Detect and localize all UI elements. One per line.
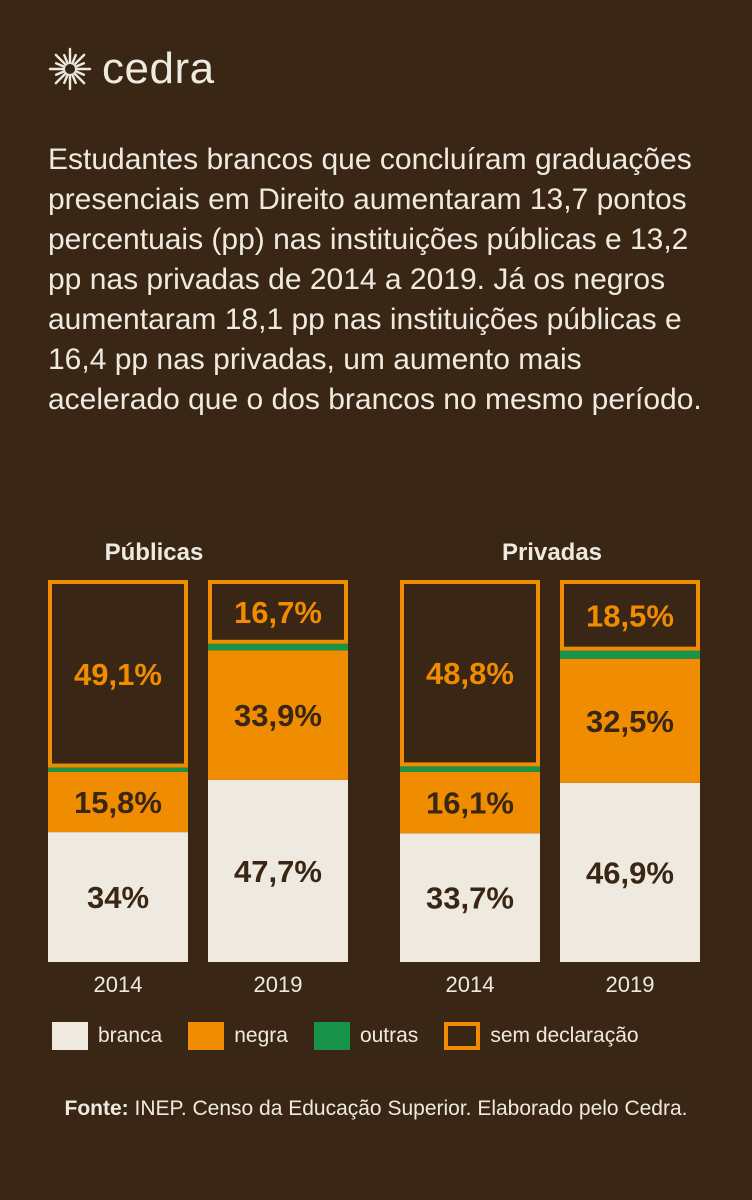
data-label: 46,9% <box>586 855 674 890</box>
chart-title-publicas: Públicas <box>105 539 204 566</box>
source-note: Fonte: INEP. Censo da Educação Superior.… <box>40 1095 712 1123</box>
legend-label: outras <box>359 1024 419 1047</box>
legend-swatch <box>188 1022 225 1050</box>
legend-item-outras: outras <box>313 1022 419 1050</box>
bar-segment-sem-declaracao <box>208 580 348 644</box>
bar-segment-sem-declaracao <box>560 580 700 651</box>
data-label: 16,7% <box>234 595 322 630</box>
data-label: 32,5% <box>586 704 674 739</box>
bar-segment-branca <box>560 782 700 962</box>
legend-swatch <box>444 1022 481 1050</box>
brand-logo: cedra <box>48 44 215 94</box>
bar-segment-outras <box>208 643 348 651</box>
legend-swatch <box>313 1022 350 1050</box>
data-label: 34% <box>87 880 149 915</box>
x-tick-label: 2014 <box>94 972 143 997</box>
stacked-bar-chart: Públicas 34% 15,8% 49,1% 2014 47,7% 33,9% 16,7%… <box>48 539 700 997</box>
data-label: 18,5% <box>586 598 674 633</box>
bar-segment-branca <box>208 779 348 962</box>
bar-segment-negra <box>400 771 540 834</box>
data-label: 33,7% <box>426 881 514 916</box>
legend-item-branca: branca <box>52 1022 162 1050</box>
x-tick-label: 2014 <box>446 972 495 997</box>
legend-item-negra: negra <box>188 1022 288 1050</box>
data-label: 33,9% <box>234 698 322 733</box>
legend-item-sem-declaracao: sem declaração <box>444 1022 639 1050</box>
source-label: Fonte: <box>64 1097 129 1120</box>
data-label: 16,1% <box>426 786 514 821</box>
bar-segment-negra <box>48 771 188 833</box>
bar-segment-outras <box>560 650 700 659</box>
source-text: INEP. Censo da Educação Superior. Elabor… <box>128 1097 688 1120</box>
bar-segment-negra <box>560 658 700 783</box>
legend-label: negra <box>234 1024 288 1047</box>
bar-segment-sem-declaracao <box>400 580 540 767</box>
x-tick-label: 2019 <box>254 972 303 997</box>
chart-legend: branca negra outras sem declaração <box>52 1022 639 1050</box>
bar-segment-negra <box>208 650 348 780</box>
bar-segment-branca <box>400 833 540 962</box>
data-label: 49,1% <box>74 657 162 692</box>
bar-segment-outras <box>48 767 188 772</box>
data-label: 15,8% <box>74 785 162 820</box>
intro-text: Estudantes brancos que concluíram gradua… <box>48 143 702 416</box>
brand-name: cedra <box>102 44 215 93</box>
legend-label: sem declaração <box>490 1024 639 1047</box>
bar-segment-branca <box>48 832 188 962</box>
bar-segment-outras <box>400 766 540 772</box>
bar-segment-sem-declaracao <box>48 580 188 768</box>
data-label: 48,8% <box>426 656 514 691</box>
sun-burst-icon <box>48 47 92 91</box>
legend-label: branca <box>98 1024 163 1047</box>
chart-title-privadas: Privadas <box>502 539 602 566</box>
data-label: 47,7% <box>234 854 322 889</box>
legend-swatch <box>52 1022 88 1050</box>
x-tick-label: 2019 <box>606 972 655 997</box>
